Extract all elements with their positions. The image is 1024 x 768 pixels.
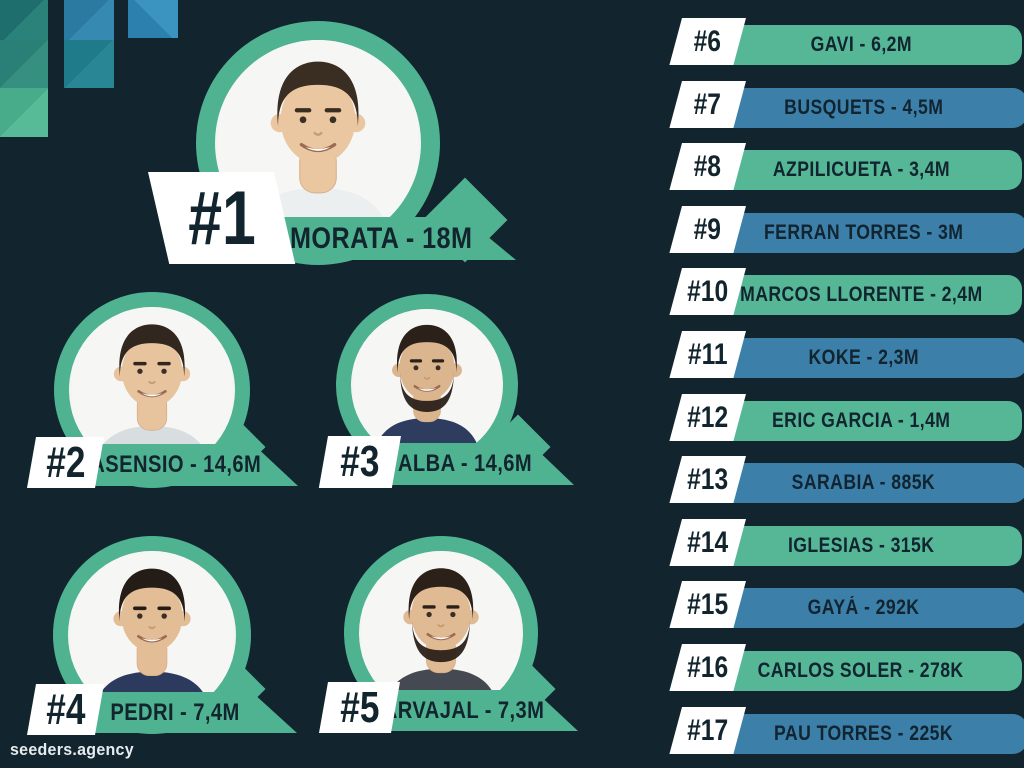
ranking-bar: CARLOS SOLER - 278K bbox=[700, 651, 1022, 691]
player-name-ribbon: A. MORATA - 18M bbox=[250, 217, 516, 260]
ranking-bar: PAU TORRES - 225K bbox=[700, 714, 1024, 754]
footer-brand: seeders.agency bbox=[10, 740, 134, 759]
rank-tag: #8 bbox=[669, 143, 746, 190]
ranking-bar: ERIC GARCIA - 1,4M bbox=[700, 401, 1022, 441]
deco-block bbox=[0, 88, 48, 137]
rank-tag: #12 bbox=[669, 394, 746, 441]
rank-tag: #10 bbox=[669, 268, 746, 315]
deco-block bbox=[64, 0, 114, 40]
rank-number: #10 bbox=[687, 274, 729, 308]
rank-number: #6 bbox=[694, 24, 722, 58]
player-name-value-label: PAU TORRES - 225K bbox=[773, 722, 953, 745]
player-name-value-label: CARLOS SOLER - 278K bbox=[758, 659, 964, 682]
rank-tag: #15 bbox=[669, 581, 746, 628]
player-name-value-label: GAVI - 6,2M bbox=[810, 33, 912, 56]
rank-tag: #14 bbox=[669, 519, 746, 566]
rank-tag: #3 bbox=[318, 436, 401, 488]
rank-tag: #13 bbox=[669, 456, 746, 503]
rank-number: #17 bbox=[687, 713, 729, 747]
player-name-ribbon: ASENSIO - 14,6M bbox=[90, 444, 298, 486]
ranking-bar: MARCOS LLORENTE - 2,4M bbox=[700, 275, 1022, 315]
rank-tag: #9 bbox=[669, 206, 746, 253]
player-name-value-label: KOKE - 2,3M bbox=[808, 346, 919, 369]
rank-number: #7 bbox=[694, 87, 722, 121]
rank-number: #4 bbox=[45, 684, 86, 734]
rank-number: #1 bbox=[187, 175, 256, 261]
rank-number: #8 bbox=[694, 149, 722, 183]
player-name-value-label: CARVAJAL - 7,3M bbox=[367, 696, 545, 724]
rank-number: #12 bbox=[687, 400, 729, 434]
deco-block bbox=[128, 0, 178, 38]
player-name-value-label: J. ALBA - 14,6M bbox=[375, 450, 533, 477]
ranking-bar: GAVI - 6,2M bbox=[700, 25, 1022, 65]
ranking-bar: KOKE - 2,3M bbox=[700, 338, 1024, 378]
rank-tag: #6 bbox=[669, 18, 746, 65]
rank-number: #3 bbox=[340, 437, 380, 486]
rank-number: #16 bbox=[687, 650, 729, 684]
player-name-value-label: PEDRI - 7,4M bbox=[110, 698, 240, 726]
player-name-value-label: ASENSIO - 14,6M bbox=[90, 451, 261, 478]
ranking-bar: SARABIA - 885K bbox=[700, 463, 1024, 503]
player-name-value-label: MARCOS LLORENTE - 2,4M bbox=[739, 283, 983, 306]
rank-tag: #4 bbox=[27, 684, 104, 735]
rank-number: #9 bbox=[694, 212, 722, 246]
player-name-value-label: GAYÁ - 292K bbox=[807, 596, 920, 619]
player-name-value-label: AZPILICUETA - 3,4M bbox=[772, 158, 950, 181]
ranking-bar: BUSQUETS - 4,5M bbox=[700, 88, 1024, 128]
rank-tag: #2 bbox=[27, 437, 104, 488]
rank-number: #14 bbox=[687, 525, 729, 559]
player-name-value-label: FERRAN TORRES - 3M bbox=[763, 221, 964, 244]
rank-tag: #1 bbox=[148, 172, 296, 264]
player-name-value-label: IGLESIAS - 315K bbox=[787, 534, 935, 557]
ranking-bar: IGLESIAS - 315K bbox=[700, 526, 1022, 566]
player-name-value-label: BUSQUETS - 4,5M bbox=[783, 96, 944, 119]
player-name-value-label: SARABIA - 885K bbox=[791, 471, 936, 494]
rank-number: #5 bbox=[339, 682, 380, 732]
ranking-bar: FERRAN TORRES - 3M bbox=[700, 213, 1024, 253]
rank-tag: #17 bbox=[669, 707, 746, 754]
rank-tag: #16 bbox=[669, 644, 746, 691]
deco-block bbox=[0, 0, 48, 40]
rank-tag: #11 bbox=[669, 331, 746, 378]
rank-number: #15 bbox=[687, 587, 729, 621]
rank-tag: #7 bbox=[669, 81, 746, 128]
ranking-bar: AZPILICUETA - 3,4M bbox=[700, 150, 1022, 190]
rank-number: #11 bbox=[687, 337, 728, 371]
deco-block bbox=[64, 40, 114, 88]
rank-number: #2 bbox=[45, 437, 86, 487]
ranking-bar: GAYÁ - 292K bbox=[700, 588, 1024, 628]
player-name-ribbon: PEDRI - 7,4M bbox=[90, 692, 297, 733]
rank-number: #13 bbox=[687, 462, 729, 496]
player-name-value-label: ERIC GARCIA - 1,4M bbox=[771, 409, 951, 432]
deco-block bbox=[0, 40, 48, 88]
rank-tag: #5 bbox=[319, 682, 400, 733]
